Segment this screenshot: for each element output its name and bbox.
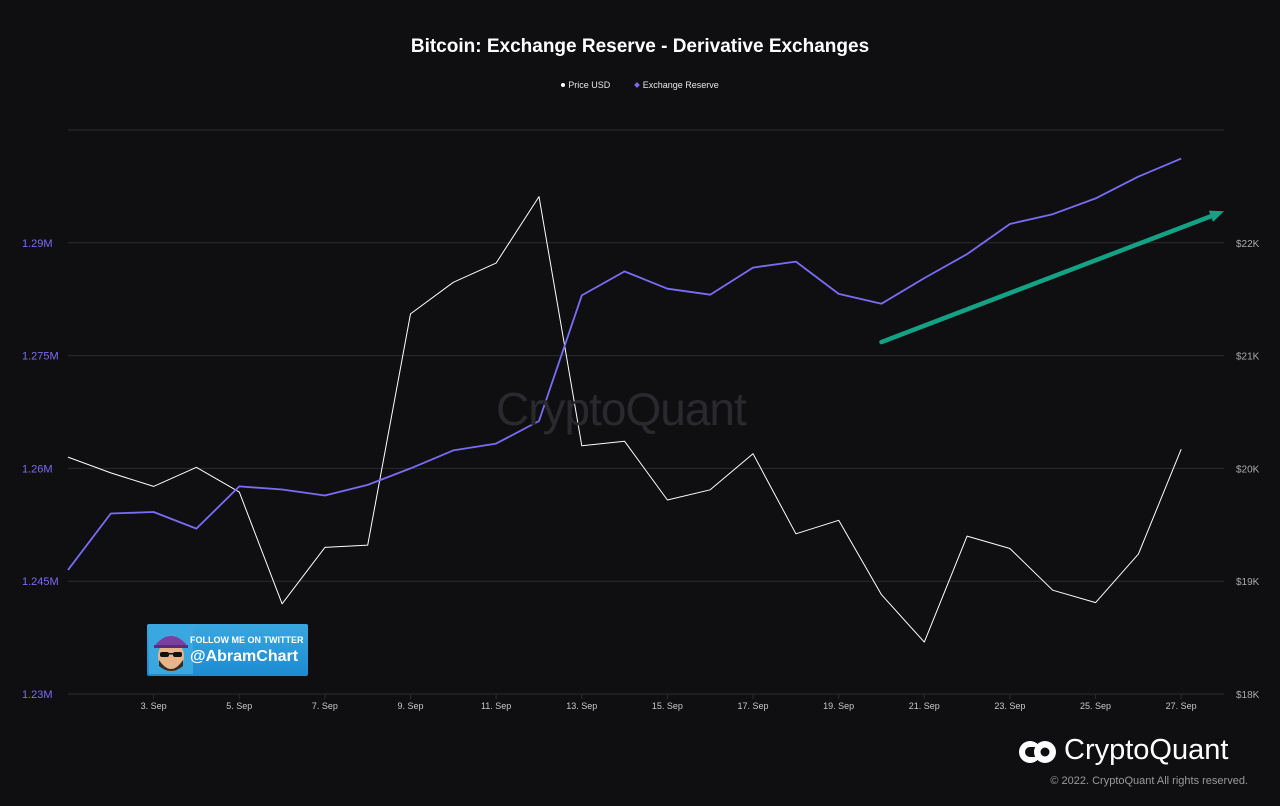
avatar-icon xyxy=(149,626,193,674)
x-tick-label: 25. Sep xyxy=(1080,701,1111,711)
legend-marker-reserve xyxy=(633,82,640,88)
legend-label-reserve: Exchange Reserve xyxy=(642,80,719,90)
x-tick-label: 21. Sep xyxy=(909,701,940,711)
x-tick-label: 23. Sep xyxy=(994,701,1025,711)
y-right-tick-label: $20K xyxy=(1236,464,1260,475)
series xyxy=(67,157,1182,643)
y-left-tick-label: 1.26M xyxy=(22,463,53,475)
x-tick-label: 5. Sep xyxy=(226,701,252,711)
legend: Price USD Exchange Reserve xyxy=(0,80,1280,90)
cryptoquant-logo-icon xyxy=(1019,741,1056,763)
axes: 1.23M 1.245M 1.26M 1.275M 1.29M $18K $19K $20K $… xyxy=(22,238,1260,711)
series-line-reserve xyxy=(67,157,1182,571)
x-tick-label: 3. Sep xyxy=(141,701,167,711)
grid-lines xyxy=(68,129,1224,695)
x-tick-label: 19. Sep xyxy=(823,701,854,711)
x-tick-label: 27. Sep xyxy=(1166,701,1197,711)
y-right-tick-label: $19K xyxy=(1236,577,1260,588)
y-right-tick-label: $18K xyxy=(1236,690,1260,701)
series-line-price xyxy=(67,196,1182,643)
legend-item-price[interactable]: Price USD xyxy=(561,80,610,90)
copyright: © 2022. CryptoQuant All rights reserved. xyxy=(1050,775,1248,787)
chart-title: Bitcoin: Exchange Reserve - Derivative E… xyxy=(410,36,870,57)
watermark: CryptoQuant xyxy=(496,383,747,435)
x-tick-label: 13. Sep xyxy=(566,701,597,711)
y-left-tick-label: 1.245M xyxy=(22,576,59,588)
y-left-tick-label: 1.275M xyxy=(22,351,59,363)
legend-marker-price xyxy=(561,83,566,87)
y-left-tick-label: 1.23M xyxy=(22,689,53,701)
badge-follow-text: FOLLOW ME ON TWITTER xyxy=(190,635,304,645)
x-tick-label: 7. Sep xyxy=(312,701,338,711)
x-tick-label: 15. Sep xyxy=(652,701,683,711)
trend-arrow-shaft xyxy=(879,213,1214,345)
legend-item-reserve[interactable]: Exchange Reserve xyxy=(633,80,719,90)
y-right-tick-label: $21K xyxy=(1236,352,1260,363)
x-tick-label: 11. Sep xyxy=(481,701,511,711)
brand-name: CryptoQuant xyxy=(1064,734,1229,766)
y-right-tick-label: $22K xyxy=(1236,239,1260,250)
x-tick-label: 9. Sep xyxy=(398,701,424,711)
x-tick-label: 17. Sep xyxy=(738,701,769,711)
badge-handle: @AbramChart xyxy=(190,648,299,665)
trend-arrow-head xyxy=(1208,210,1224,222)
legend-label-price: Price USD xyxy=(568,80,611,90)
y-left-tick-label: 1.29M xyxy=(22,238,53,250)
annotations xyxy=(879,210,1224,345)
twitter-follow-badge[interactable]: FOLLOW ME ON TWITTER @AbramChart xyxy=(147,624,308,676)
